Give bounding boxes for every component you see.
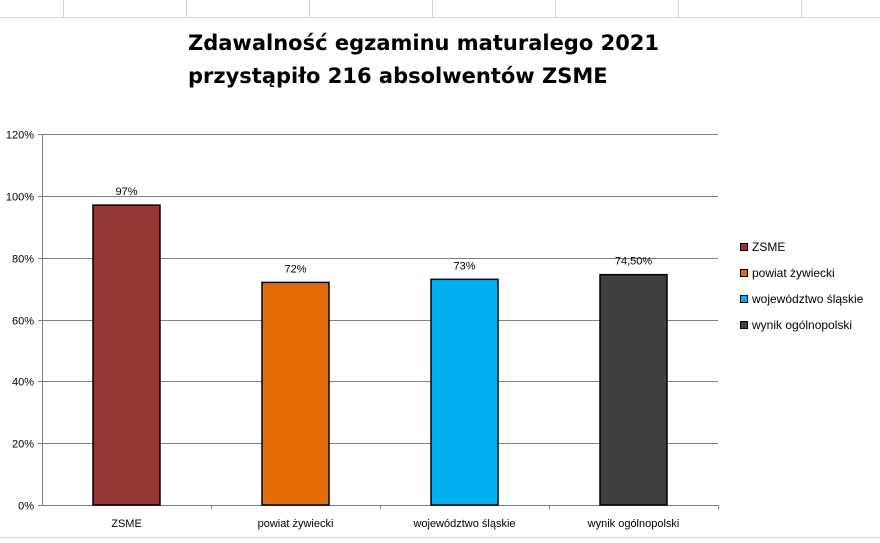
y-tick-label: 40% <box>12 377 34 389</box>
x-axis-tick-labels: ZSME powiat żywiecki województwo śląskie wy… <box>111 505 719 530</box>
legend: ZSME powiat żywiecki województwo śląskie wy… <box>740 234 863 338</box>
legend-entry: województwo śląskie <box>740 286 863 312</box>
y-tick-label: 20% <box>12 439 34 451</box>
bar <box>430 278 499 506</box>
legend-label: wynik ogólnopolski <box>752 318 853 332</box>
legend-label: ZSME <box>752 240 786 254</box>
legend-swatch <box>740 269 748 277</box>
legend-entry: wynik ogólnopolski <box>740 312 863 338</box>
data-label: 97% <box>115 186 137 198</box>
chart-subtitle: przystąpiło 216 absolwentów ZSME <box>188 64 608 88</box>
y-tick-label: 80% <box>12 254 34 266</box>
data-labels: 97% 72% 73% 74,50% <box>115 186 652 275</box>
data-label: 74,50% <box>615 256 653 268</box>
bar <box>261 281 330 506</box>
bars <box>92 204 668 506</box>
legend-entry: powiat żywiecki <box>740 260 863 286</box>
y-axis-tick-labels: 0% 20% 40% 60% 80% 100% 120% <box>6 130 34 513</box>
y-tick-label: 100% <box>6 192 34 204</box>
y-tick-label: 0% <box>18 501 34 513</box>
legend-swatch <box>740 321 748 329</box>
y-tick-label: 60% <box>12 316 34 328</box>
legend-label: województwo śląskie <box>752 292 864 306</box>
chart-title: Zdawalność egzaminu maturalego 2021 <box>188 31 660 55</box>
data-label: 72% <box>284 263 306 275</box>
y-tick-label: 120% <box>6 130 34 142</box>
legend-swatch <box>740 295 748 303</box>
bar <box>599 273 668 506</box>
data-label: 73% <box>453 260 475 272</box>
bar <box>92 204 161 506</box>
legend-label: powiat żywiecki <box>752 266 835 280</box>
x-tick-label: województwo śląskie <box>412 518 515 530</box>
x-tick-label: powiat żywiecki <box>258 518 334 530</box>
legend-entry: ZSME <box>740 234 863 260</box>
x-tick-label: wynik ogólnopolski <box>587 518 680 530</box>
x-tick-label: ZSME <box>111 518 142 530</box>
legend-swatch <box>740 243 748 251</box>
